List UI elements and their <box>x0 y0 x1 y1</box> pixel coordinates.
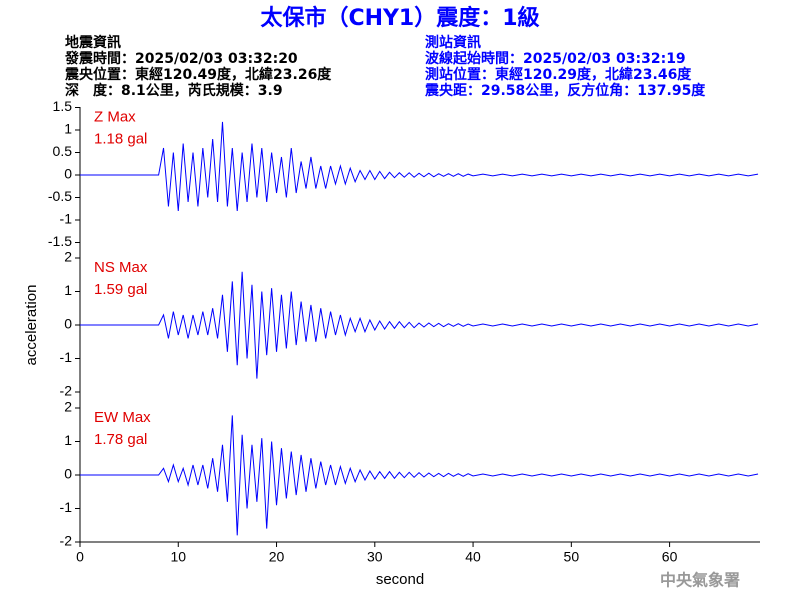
y-tick-label: 1 <box>64 282 72 298</box>
annotation: Z Max <box>94 108 136 125</box>
info-line: 深 度：8.1公里，芮氏規模：3.9 <box>65 82 283 99</box>
info-line: 測站資訊 <box>425 34 481 51</box>
y-tick-label: 0 <box>64 316 72 332</box>
waveform <box>80 271 759 379</box>
info-line: 波線起始時間：2025/02/03 03:32:19 <box>425 50 686 67</box>
x-tick-label: 60 <box>662 549 678 565</box>
y-tick-label: -1 <box>60 349 73 365</box>
info-line: 地震資訊 <box>65 34 121 51</box>
annotation: NS Max <box>94 259 148 276</box>
footer: 中央氣象署 <box>660 571 740 590</box>
y-tick-label: 1.5 <box>53 98 73 114</box>
info-line: 震央距：29.58公里，反方位角：137.95度 <box>424 82 706 99</box>
y-tick-label: -0.5 <box>48 188 72 204</box>
info-line: 發震時間：2025/02/03 03:32:20 <box>64 50 298 67</box>
y-tick-label: -1 <box>60 211 73 227</box>
x-tick-label: 50 <box>564 549 580 565</box>
annotation: 1.59 gal <box>94 281 147 298</box>
x-tick-label: 20 <box>269 549 285 565</box>
y-tick-label: -1 <box>60 499 73 515</box>
y-tick-label: -2 <box>60 533 73 549</box>
annotation: EW Max <box>94 409 151 426</box>
y-tick-label: 2 <box>64 399 72 415</box>
x-axis-label: second <box>376 571 424 588</box>
info-line: 測站位置：東經120.29度，北緯23.46度 <box>425 66 692 83</box>
waveform <box>80 415 759 536</box>
y-tick-label: 0 <box>64 466 72 482</box>
chart-title: 太保市（CHY1）震度：1級 <box>260 5 539 31</box>
y-tick-label: -2 <box>60 383 73 399</box>
y-tick-label: 1 <box>64 432 72 448</box>
x-tick-label: 0 <box>76 549 84 565</box>
x-tick-label: 40 <box>465 549 481 565</box>
y-tick-label: -1.5 <box>48 233 72 249</box>
x-tick-label: 30 <box>367 549 383 565</box>
annotation: 1.78 gal <box>94 431 147 448</box>
y-tick-label: 0.5 <box>53 143 73 159</box>
y-tick-label: 0 <box>64 166 72 182</box>
waveform <box>80 121 759 212</box>
y-tick-label: 2 <box>64 249 72 265</box>
x-tick-label: 10 <box>170 549 186 565</box>
info-line: 震央位置：東經120.49度，北緯23.26度 <box>64 66 332 83</box>
y-axis-label: acceleration <box>23 285 40 366</box>
y-tick-label: 1 <box>64 121 72 137</box>
annotation: 1.18 gal <box>94 130 147 147</box>
